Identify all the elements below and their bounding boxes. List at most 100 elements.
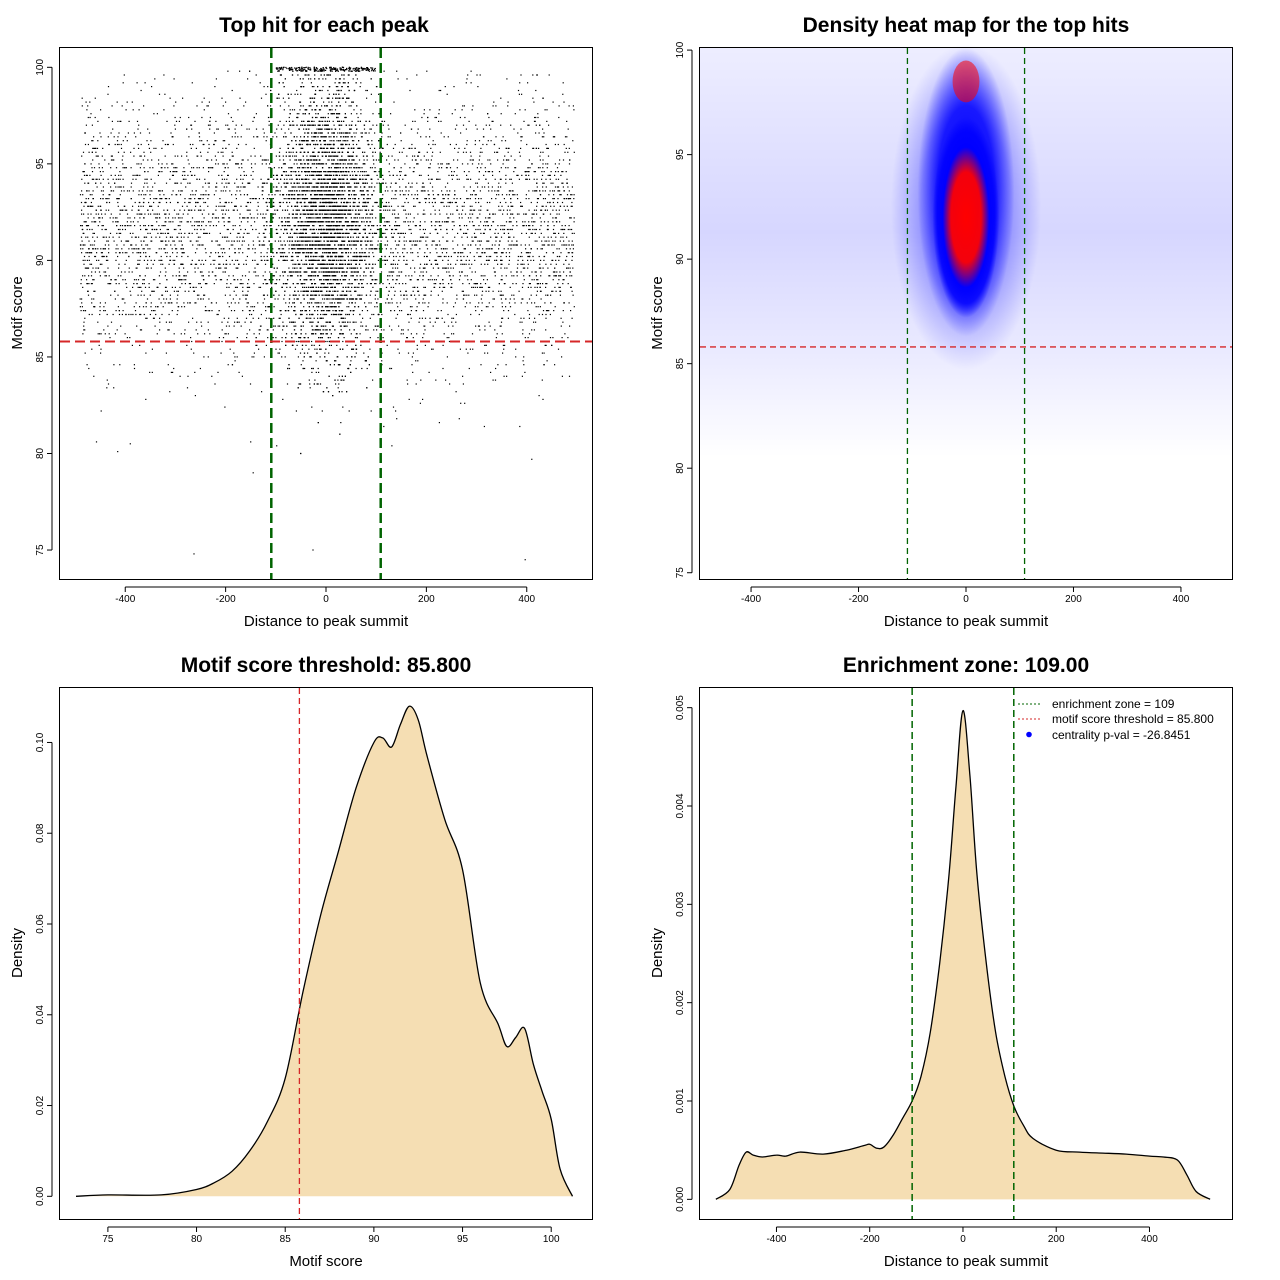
scatter-point (285, 302, 287, 304)
scatter-point (512, 213, 514, 215)
scatter-point (149, 167, 151, 169)
scatter-point (84, 163, 86, 165)
scatter-point (311, 294, 313, 296)
scatter-point (275, 283, 277, 285)
scatter-point (182, 213, 184, 215)
scatter-point (303, 225, 305, 227)
scatter-point (541, 209, 543, 211)
scatter-point (437, 310, 439, 312)
scatter-point (521, 263, 523, 265)
scatter-point (244, 275, 247, 277)
scatter-point (268, 317, 270, 319)
scatter-point (125, 259, 127, 261)
scatter-point (154, 325, 156, 327)
scatter-point (309, 124, 311, 126)
scatter-point (571, 240, 573, 242)
scatter-point (558, 190, 560, 192)
scatter-point (570, 310, 572, 312)
scatter-point (332, 178, 334, 180)
scatter-point (172, 174, 174, 176)
scatter-point (485, 344, 487, 346)
scatter-point (411, 356, 413, 358)
scatter-point (221, 178, 223, 180)
scatter-point (266, 209, 268, 211)
scatter-point (391, 228, 393, 231)
scatter-point (490, 248, 492, 250)
scatter-point (509, 190, 511, 192)
scatter-point (247, 217, 249, 219)
scatter-point (550, 205, 552, 207)
scatter-point (369, 337, 371, 339)
scatter-point (442, 367, 444, 370)
scatter-point (571, 259, 573, 261)
scatter-point (379, 283, 381, 285)
scatter-point (342, 340, 344, 343)
scatter-point (552, 182, 554, 184)
scatter-point (88, 367, 90, 370)
scatter-point (277, 325, 279, 327)
scatter-point (114, 290, 116, 292)
scatter-point (95, 267, 97, 269)
scatter-point (328, 159, 330, 161)
scatter-point (202, 244, 204, 246)
scatter-point (510, 244, 512, 246)
scatter-point (221, 209, 223, 211)
scatter-point (274, 213, 276, 215)
scatter-point (102, 186, 104, 188)
scatter-point (94, 147, 96, 149)
scatter-point (382, 174, 384, 176)
scatter-point (441, 190, 443, 192)
scatter-point (85, 236, 87, 238)
scatter-point (352, 255, 354, 258)
scatter-point (113, 240, 115, 242)
scatter-point (222, 147, 224, 149)
scatter-point (419, 275, 421, 277)
scatter-point (150, 236, 153, 238)
scatter-point (564, 136, 567, 138)
scatter-title: Top hit for each peak (219, 14, 429, 37)
scatter-point (396, 70, 398, 72)
scatter-point (431, 178, 433, 180)
scatter-point (397, 78, 399, 80)
scatter-point (184, 275, 186, 277)
scatter-point (104, 244, 106, 246)
scatter-point (113, 387, 115, 389)
scatter-point (555, 259, 557, 261)
scatter-point (163, 74, 165, 76)
scatter-point (203, 209, 205, 211)
scatter-point (537, 306, 539, 308)
scatter-point (552, 198, 554, 200)
scatter-point (493, 143, 495, 146)
scatter-point (491, 120, 493, 122)
scatter-point (327, 298, 329, 300)
scatter-point (485, 124, 487, 126)
scatter-point (309, 383, 311, 385)
scatter-point (324, 298, 326, 300)
scatter-point (423, 294, 425, 296)
scatter-point (252, 244, 255, 246)
scatter-point (339, 298, 341, 300)
scatter-point (127, 217, 129, 219)
scatter-point (82, 333, 84, 335)
scatter-point (127, 132, 129, 134)
scatter-point (151, 240, 153, 242)
scatter-point (313, 143, 315, 146)
scatter-point (502, 352, 504, 354)
scatter-point (198, 178, 201, 180)
scatter-point (425, 294, 427, 296)
scatter-point (103, 271, 105, 273)
scatter-point (422, 275, 424, 277)
scatter-point (162, 306, 164, 308)
scatter-point (221, 252, 223, 254)
scatter-point (552, 290, 554, 292)
scatter-point (254, 259, 256, 261)
scatter-point (393, 255, 395, 258)
scatter-point (90, 163, 92, 165)
scatter-point (238, 248, 240, 250)
scatter-point (229, 294, 231, 296)
scatter-point (517, 259, 519, 261)
scatter-point (481, 163, 483, 165)
scatter-point (203, 263, 205, 265)
scatter-point (142, 201, 145, 204)
scatter-point (500, 113, 502, 115)
